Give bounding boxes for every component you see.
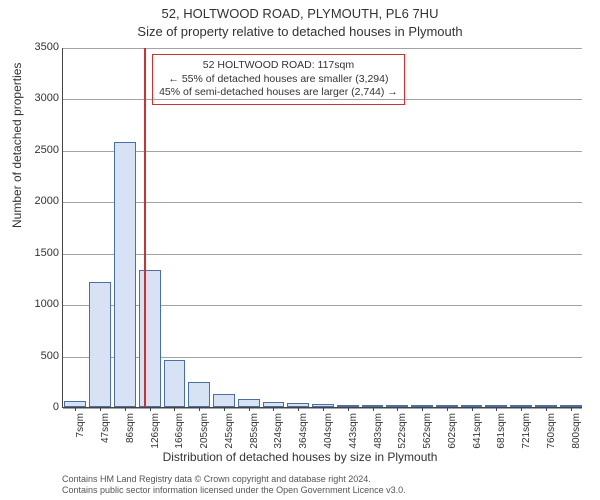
x-tick-label: 205sqm	[199, 413, 210, 449]
x-tick-mark	[422, 407, 423, 411]
x-tick-label: 126sqm	[150, 413, 161, 449]
x-tick-mark	[571, 407, 572, 411]
x-tick-label: 641sqm	[472, 413, 483, 449]
x-tick-mark	[199, 407, 200, 411]
page-title-subtitle: Size of property relative to detached ho…	[0, 24, 600, 39]
x-tick-mark	[174, 407, 175, 411]
histogram-bar	[89, 282, 111, 407]
x-tick-label: 364sqm	[298, 413, 309, 449]
y-tick-label: 1000	[35, 298, 59, 310]
annotation-line-1: 52 HOLTWOOD ROAD: 117sqm	[159, 59, 398, 73]
x-tick-mark	[496, 407, 497, 411]
x-tick-label: 562sqm	[422, 413, 433, 449]
x-tick-mark	[100, 407, 101, 411]
histogram-bar	[164, 360, 186, 407]
x-tick-mark	[521, 407, 522, 411]
x-tick-label: 166sqm	[174, 413, 185, 449]
x-tick-mark	[298, 407, 299, 411]
x-tick-mark	[125, 407, 126, 411]
x-tick-label: 522sqm	[397, 413, 408, 449]
y-tick-label: 0	[53, 401, 59, 413]
histogram-bar	[213, 394, 235, 407]
gridline	[63, 202, 582, 203]
gridline	[63, 99, 582, 100]
x-tick-label: 285sqm	[249, 413, 260, 449]
histogram-plot: 52 HOLTWOOD ROAD: 117sqm ← 55% of detach…	[62, 48, 582, 408]
annotation-line-3: 45% of semi-detached houses are larger (…	[159, 86, 398, 100]
x-tick-mark	[150, 407, 151, 411]
histogram-bar	[114, 142, 136, 407]
y-tick-label: 500	[41, 350, 59, 362]
x-tick-mark	[348, 407, 349, 411]
x-tick-label: 721sqm	[521, 413, 532, 449]
x-tick-label: 800sqm	[571, 413, 582, 449]
property-marker-line	[144, 48, 146, 407]
histogram-bar	[139, 270, 161, 407]
x-tick-mark	[273, 407, 274, 411]
x-tick-mark	[224, 407, 225, 411]
property-annotation-box: 52 HOLTWOOD ROAD: 117sqm ← 55% of detach…	[152, 54, 405, 105]
x-axis-label: Distribution of detached houses by size …	[0, 450, 600, 464]
x-tick-label: 681sqm	[496, 413, 507, 449]
x-tick-label: 760sqm	[546, 413, 557, 449]
y-tick-label: 2500	[35, 144, 59, 156]
x-tick-mark	[397, 407, 398, 411]
x-tick-mark	[472, 407, 473, 411]
x-tick-mark	[323, 407, 324, 411]
y-tick-label: 3000	[35, 92, 59, 104]
gridline	[63, 48, 582, 49]
y-axis-label: Number of detached properties	[10, 63, 24, 228]
attribution-line-1: Contains HM Land Registry data © Crown c…	[62, 474, 406, 485]
attribution-line-2: Contains public sector information licen…	[62, 485, 406, 496]
x-tick-label: 7sqm	[75, 413, 86, 437]
histogram-bar	[188, 382, 210, 407]
x-tick-label: 602sqm	[447, 413, 458, 449]
x-tick-label: 245sqm	[224, 413, 235, 449]
x-tick-label: 443sqm	[348, 413, 359, 449]
histogram-bar	[238, 399, 260, 407]
x-tick-label: 86sqm	[125, 413, 136, 443]
page-title-address: 52, HOLTWOOD ROAD, PLYMOUTH, PL6 7HU	[0, 6, 600, 21]
gridline	[63, 254, 582, 255]
annotation-line-2: ← 55% of detached houses are smaller (3,…	[159, 73, 398, 87]
y-tick-label: 2000	[35, 195, 59, 207]
x-tick-label: 324sqm	[273, 413, 284, 449]
x-tick-label: 47sqm	[100, 413, 111, 443]
x-tick-mark	[249, 407, 250, 411]
x-tick-mark	[75, 407, 76, 411]
x-tick-mark	[546, 407, 547, 411]
x-tick-mark	[447, 407, 448, 411]
x-tick-mark	[373, 407, 374, 411]
x-tick-label: 404sqm	[323, 413, 334, 449]
y-tick-label: 3500	[35, 41, 59, 53]
x-tick-label: 483sqm	[373, 413, 384, 449]
y-tick-label: 1500	[35, 247, 59, 259]
gridline	[63, 151, 582, 152]
attribution-text: Contains HM Land Registry data © Crown c…	[62, 474, 406, 497]
